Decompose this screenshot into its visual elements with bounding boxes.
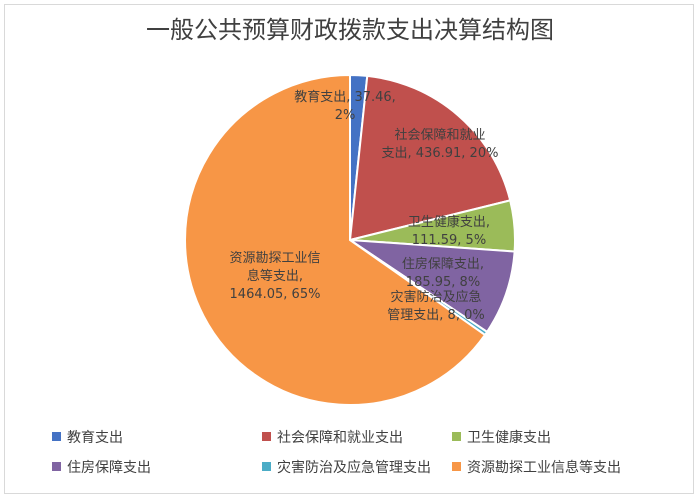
chart-frame — [4, 4, 694, 494]
legend-item-4: 住房保障支出 — [52, 457, 151, 477]
legend-item-6: 资源勘探工业信息等支出 — [452, 457, 621, 477]
legend-swatch — [452, 432, 461, 441]
legend-swatch — [262, 432, 271, 441]
data-label-1: 教育支出, 37.46, 2% — [294, 89, 396, 123]
data-label-3: 卫生健康支出, 111.59, 5% — [408, 214, 490, 248]
legend-swatch — [262, 462, 271, 471]
legend-label: 教育支出 — [67, 430, 123, 446]
legend-label: 住房保障支出 — [67, 460, 151, 476]
legend-item-5: 灾害防治及应急管理支出 — [262, 457, 431, 477]
pie-slice-4 — [346, 238, 516, 334]
legend-label: 社会保障和就业支出 — [277, 430, 403, 446]
legend-label: 资源勘探工业信息等支出 — [467, 460, 621, 476]
data-label-4: 住房保障支出, 185.95, 8% — [402, 256, 484, 290]
chart-title: 一般公共预算财政拨款支出决算结构图 — [146, 16, 554, 44]
legend-label: 卫生健康支出 — [467, 430, 551, 446]
legend-item-2: 社会保障和就业支出 — [262, 427, 403, 447]
data-label-5: 灾害防治及应急管理支出, 8, 0% — [387, 289, 484, 323]
legend-item-1: 教育支出 — [52, 427, 123, 447]
legend-swatch — [52, 462, 61, 471]
legend-item-3: 卫生健康支出 — [452, 427, 551, 447]
pie-slice-6 — [184, 73, 487, 406]
legend-swatch — [452, 462, 461, 471]
pie-slice-2 — [348, 74, 512, 242]
data-label-2: 社会保障和就业支出, 436.91, 20% — [382, 127, 499, 161]
pie-chart: 教育支出, 37.46, 2% 社会保障和就业支出, 436.91, 20% 卫生健康… — [184, 73, 516, 406]
data-label-6: 资源勘探工业信息等支出, 1464.05, 65% — [229, 251, 320, 302]
legend-label: 灾害防治及应急管理支出 — [277, 460, 431, 476]
legend-swatch — [52, 432, 61, 441]
